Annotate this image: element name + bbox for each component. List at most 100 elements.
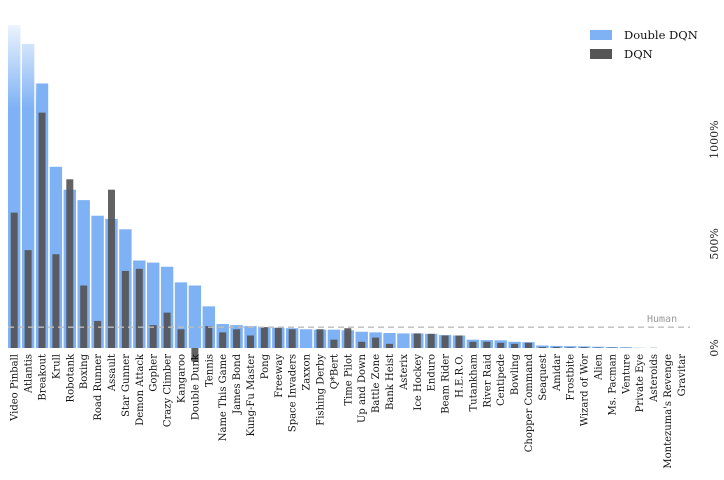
bar-dqn (191, 348, 199, 362)
category-label: Breakout (38, 354, 49, 401)
category-label: Asterix (399, 354, 410, 391)
category-label: River Raid (482, 353, 493, 407)
bar-dqn (469, 341, 477, 348)
top-fade-overlay (7, 18, 37, 108)
category-label: Atlantis (24, 354, 35, 394)
bar-dqn (247, 335, 254, 348)
bar-dqn (316, 329, 324, 348)
bar-dqn (260, 327, 268, 348)
bar-dqn (149, 325, 157, 348)
category-label: Double Dunk (190, 353, 201, 420)
bar-dqn (38, 112, 46, 348)
category-label: Q*Bert (329, 354, 340, 389)
category-label: Gopher (149, 354, 160, 392)
category-label: Alien (594, 353, 605, 381)
y-tick-label: 0% (708, 339, 721, 356)
category-label: Kung-Fu Master (246, 354, 257, 437)
legend-label-double-dqn: Double DQN (624, 28, 698, 42)
category-label: Video Pinball (10, 354, 21, 422)
y-axis-ticks: 0% 500% 1000% (708, 120, 721, 356)
bar-dqn (441, 335, 449, 348)
bar-dqn (330, 339, 338, 348)
bar-double-dqn (91, 215, 104, 348)
bar-double-dqn (605, 346, 619, 348)
category-label: Tennis (204, 354, 215, 387)
bar-dqn (427, 333, 435, 348)
bar-double-dqn (397, 333, 410, 348)
category-label: Krull (51, 354, 62, 379)
category-label: Enduro (427, 354, 438, 391)
category-label: Asteroids (649, 354, 660, 403)
category-label: Up and Down (357, 353, 368, 423)
category-label: H.E.R.O. (455, 354, 466, 398)
category-label: Bank Heist (385, 354, 396, 410)
bar-dqn (483, 341, 491, 348)
bar-dqn (233, 329, 241, 348)
bar-dqn (288, 329, 296, 348)
category-label: Battle Zone (371, 354, 382, 413)
legend-label-dqn: DQN (624, 47, 653, 61)
category-label: Amidar (552, 354, 563, 392)
category-label: Name This Game (218, 354, 229, 441)
bar-dqn (52, 254, 60, 348)
bar-dqn (219, 332, 227, 348)
bar-dqn (413, 333, 421, 348)
category-label: James Bond (232, 353, 243, 414)
bar-dqn (358, 341, 366, 348)
bar-double-dqn (188, 285, 202, 348)
bar-dqn (538, 346, 546, 348)
category-label: Zaxxon (302, 353, 313, 390)
category-label: Demon Attack (135, 353, 146, 426)
category-label: Space Invaders (288, 354, 299, 432)
category-label: Kangaroo (177, 354, 188, 403)
category-label: Gravitar (677, 354, 688, 397)
bar-dqn (24, 250, 32, 348)
legend-swatch-double-dqn (590, 30, 612, 40)
legend-swatch-dqn (590, 49, 612, 59)
category-label: Montezuma's Revenge (663, 354, 674, 469)
bar-dqn (274, 327, 282, 348)
category-label: Chopper Command (524, 353, 535, 452)
bar-double-dqn (619, 347, 632, 348)
x-axis-category-labels: Video Pinball Atlantis Breakout Krull Robota… (10, 353, 688, 469)
bar-dqn (552, 346, 560, 348)
category-label: Ice Hockey (413, 354, 424, 411)
bar-dqn (121, 270, 129, 348)
bar-dqn (66, 179, 74, 348)
bar-dqn (566, 347, 574, 348)
legend: Double DQN DQN (590, 28, 698, 61)
bar-dqn (177, 329, 185, 348)
category-label: Time Pilot (343, 354, 354, 406)
bar-dqn (525, 342, 532, 348)
category-label: Tutankham (468, 353, 479, 411)
bar-dqn (163, 312, 171, 348)
category-label: Assault (107, 354, 118, 392)
category-label: Beam Rider (441, 354, 452, 414)
bar-double-dqn (564, 346, 577, 348)
bar-dqn (580, 347, 588, 348)
double-dqn-bars (7, 18, 646, 349)
category-label: Crazy Climber (163, 354, 174, 427)
bar-dqn (94, 320, 102, 348)
bar-dqn (497, 342, 505, 348)
human-label: Human (647, 314, 677, 325)
category-label: Road Runner (93, 354, 104, 421)
dqn-bars (10, 112, 658, 362)
bar-double-dqn (591, 346, 605, 348)
bar-dqn (108, 189, 115, 348)
bar-dqn (511, 343, 519, 348)
category-label: Wizard of Wor (580, 354, 591, 426)
bar-dqn (80, 285, 88, 348)
category-label: Ms. Pacman (607, 353, 618, 415)
category-label: Centipede (496, 354, 507, 406)
category-label: Freeway (274, 354, 285, 398)
category-label: Fishing Derby (316, 354, 327, 426)
y-tick-label: 1000% (708, 120, 721, 158)
bar-dqn (344, 328, 352, 348)
category-label: Boxing (79, 353, 90, 389)
bar-dqn (455, 335, 463, 348)
category-label: Venture (621, 354, 632, 395)
bar-double-dqn (536, 345, 549, 348)
category-label: Star Gunner (121, 354, 132, 417)
